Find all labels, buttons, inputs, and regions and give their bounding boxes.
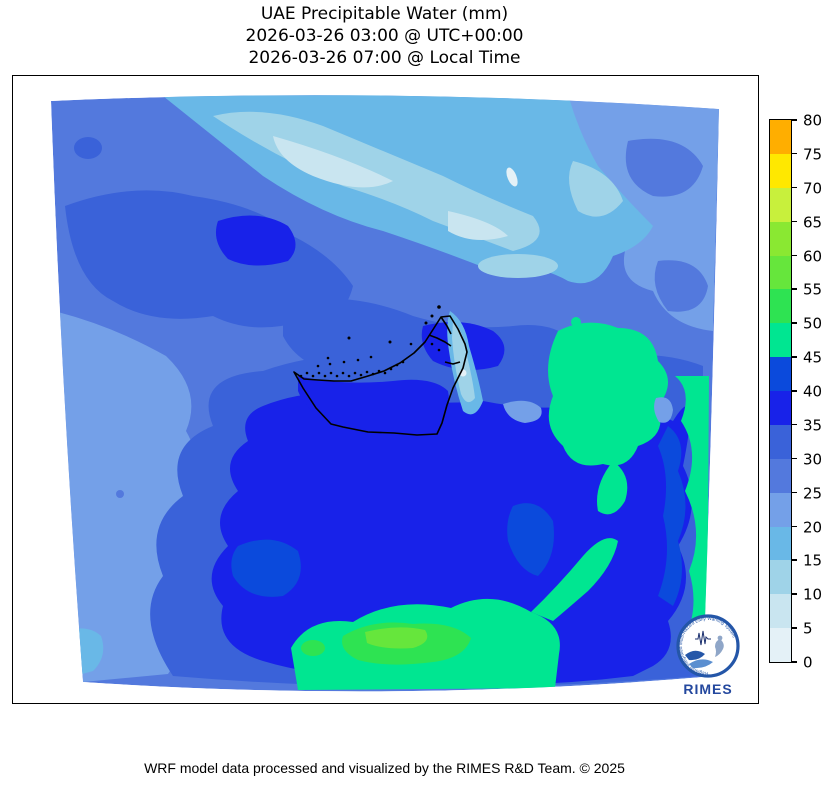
contour-45-50mm: [531, 538, 618, 621]
contour-10-15mm: [452, 321, 475, 403]
contour-45-50mm: [597, 461, 628, 515]
colorbar-segment: [770, 221, 791, 256]
colorbar-segment: [770, 594, 791, 629]
colorbar-tick-label: 5: [803, 619, 813, 638]
axes-frame: Regional Integrated Multi-Hazard Early W…: [12, 75, 759, 704]
colorbar-tick-label: 60: [803, 247, 823, 265]
colorbar-tick-label: 80: [803, 111, 823, 130]
colorbar-segment: [770, 187, 791, 222]
logo-seismograph-icon: [695, 630, 711, 646]
colorbar-segment: [770, 153, 791, 188]
contour-45-50mm: [675, 376, 709, 651]
colorbar-tick-label: 40: [803, 382, 823, 401]
colorbar-tick-label: 55: [803, 280, 823, 299]
colorbar-segment: [770, 289, 791, 324]
colorbar-tick-label: 0: [803, 653, 813, 672]
contour-30-35mm: [74, 137, 102, 159]
logo-wave-icon: [689, 659, 713, 669]
contour-35-40mm: [298, 376, 449, 431]
footer-credit: WRF model data processed and visualized …: [144, 760, 625, 776]
rimes-logo: Regional Integrated Multi-Hazard Early W…: [675, 613, 741, 699]
contour-35-40mm: [211, 392, 692, 685]
colorbar-segment: [770, 323, 791, 358]
colorbar-tick-label: 30: [803, 450, 823, 469]
contour-5-10mm: [273, 136, 393, 188]
colorbar-tick-label: 10: [803, 585, 823, 604]
uae-boundary: [293, 315, 468, 436]
contour-55-60mm: [365, 627, 428, 649]
contour-40-45mm: [231, 539, 301, 597]
colorbar-tick-label: 65: [803, 213, 823, 232]
contour-10-15mm: [478, 254, 558, 278]
contour-40-45mm: [658, 426, 686, 606]
contour-20-25mm: [503, 400, 542, 423]
colorbar-segment: [770, 424, 791, 459]
islands: [299, 305, 441, 378]
title-line-1: UAE Precipitable Water (mm): [260, 4, 509, 24]
colorbar-segment: [770, 458, 791, 493]
contour-5-10mm: [448, 211, 508, 240]
contour-25-30mm: [625, 138, 703, 197]
contour-0-5mm: [506, 167, 518, 187]
colorbar-segment: [770, 120, 791, 154]
colorbar-segment: [770, 391, 791, 425]
logo-wave-icon: [685, 650, 705, 661]
colorbar-tick-label: 45: [803, 348, 823, 367]
contour-25-30mm: [116, 490, 124, 498]
colorbar-tick-label: 50: [803, 314, 823, 333]
logo-person-icon: [717, 635, 723, 641]
colorbar-segment: [770, 492, 791, 527]
contour-50-55mm: [301, 640, 325, 656]
contour-field: [51, 95, 719, 692]
colorbar-tick-label: 25: [803, 484, 823, 503]
colorbar-segment: [770, 560, 791, 595]
plot-title: UAE Precipitable Water (mm) 2026-03-26 0…: [12, 3, 757, 69]
logo-person-icon: [715, 639, 724, 657]
colorbar-tick-label: 15: [803, 551, 823, 570]
title-line-2: 2026-03-26 03:00 @ UTC+00:00: [245, 26, 524, 46]
colorbar-segment: [770, 255, 791, 290]
rimes-logo-emblem: Regional Integrated Multi-Hazard Early W…: [676, 614, 740, 678]
contour-30-35mm: [65, 190, 353, 328]
contour-40-45mm: [507, 503, 554, 576]
colorbar-tick-label: 20: [803, 518, 823, 536]
contour-25-30mm: [654, 260, 708, 312]
contour-35-40mm: [215, 215, 296, 266]
colorbar-tick-label: 75: [803, 145, 823, 164]
colorbar-tick-label: 70: [803, 179, 823, 198]
contour-20-25mm: [654, 397, 673, 423]
contour-45-50mm: [548, 322, 668, 466]
colorbar-tick-label: 35: [803, 416, 823, 435]
map-canvas: [51, 95, 719, 692]
colorbar-segments: [770, 120, 791, 662]
contour-45-50mm: [571, 317, 581, 327]
colorbar: [769, 119, 792, 663]
contour-10-15mm: [569, 161, 623, 217]
colorbar-segment: [770, 628, 791, 662]
colorbar-segment: [770, 526, 791, 561]
colorbar-segment: [770, 357, 791, 391]
title-line-3: 2026-03-26 07:00 @ Local Time: [248, 48, 521, 68]
rimes-logo-label: RIMES: [683, 681, 733, 697]
